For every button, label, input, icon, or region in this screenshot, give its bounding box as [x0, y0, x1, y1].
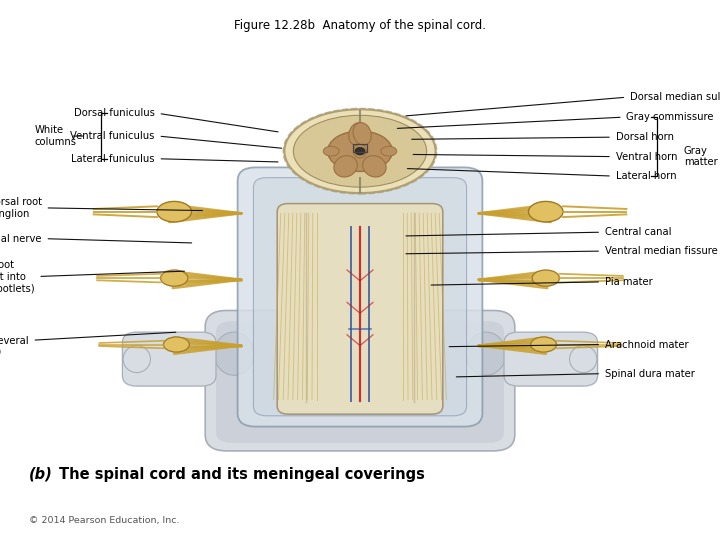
Ellipse shape	[323, 146, 339, 156]
Text: Ventral horn: Ventral horn	[616, 152, 677, 161]
Ellipse shape	[294, 115, 426, 187]
Ellipse shape	[334, 156, 357, 177]
Text: Gray
matter: Gray matter	[684, 146, 718, 167]
Text: White
columns: White columns	[35, 125, 76, 147]
Ellipse shape	[157, 201, 192, 222]
Circle shape	[355, 147, 365, 155]
Text: Dorsal root
ganglion: Dorsal root ganglion	[0, 197, 42, 219]
Ellipse shape	[328, 131, 392, 172]
Text: Dorsal root
(fans out into
dorsal rootlets): Dorsal root (fans out into dorsal rootle…	[0, 260, 35, 293]
Text: Lateral horn: Lateral horn	[616, 171, 676, 181]
Text: Spinal dura mater: Spinal dura mater	[605, 369, 695, 379]
Ellipse shape	[354, 144, 366, 158]
FancyBboxPatch shape	[253, 178, 467, 416]
Text: The spinal cord and its meningeal coverings: The spinal cord and its meningeal coveri…	[59, 467, 425, 482]
FancyBboxPatch shape	[238, 167, 482, 427]
FancyBboxPatch shape	[324, 297, 396, 338]
Text: Ventral median fissure: Ventral median fissure	[605, 246, 718, 256]
Ellipse shape	[123, 346, 150, 373]
Text: Dorsal horn: Dorsal horn	[616, 132, 674, 142]
Text: Figure 12.28b  Anatomy of the spinal cord.: Figure 12.28b Anatomy of the spinal cord…	[234, 19, 486, 32]
FancyBboxPatch shape	[205, 310, 515, 451]
FancyBboxPatch shape	[122, 332, 216, 386]
Ellipse shape	[528, 201, 563, 222]
Ellipse shape	[381, 146, 397, 156]
FancyBboxPatch shape	[277, 204, 443, 414]
Text: Dorsal funiculus: Dorsal funiculus	[74, 109, 155, 118]
Text: Arachnoid mater: Arachnoid mater	[605, 340, 688, 349]
Ellipse shape	[531, 337, 557, 352]
Ellipse shape	[284, 109, 436, 193]
Text: Spinal nerve: Spinal nerve	[0, 234, 42, 244]
Ellipse shape	[363, 156, 386, 177]
Text: Lateral funiculus: Lateral funiculus	[71, 154, 155, 164]
FancyBboxPatch shape	[504, 332, 598, 386]
Ellipse shape	[570, 346, 597, 373]
Text: Central canal: Central canal	[605, 227, 671, 237]
Text: Pia mater: Pia mater	[605, 277, 652, 287]
Ellipse shape	[467, 332, 506, 375]
Text: Ventral root
(derived from several
ventral rootlets): Ventral root (derived from several ventr…	[0, 323, 29, 357]
Ellipse shape	[348, 123, 367, 145]
Ellipse shape	[161, 270, 188, 286]
Text: Gray commissure: Gray commissure	[626, 112, 714, 122]
Text: © 2014 Pearson Education, Inc.: © 2014 Pearson Education, Inc.	[29, 516, 179, 525]
FancyBboxPatch shape	[216, 321, 504, 443]
Text: Ventral funiculus: Ventral funiculus	[71, 131, 155, 141]
Text: (b): (b)	[29, 467, 53, 482]
Ellipse shape	[163, 337, 189, 352]
Ellipse shape	[532, 270, 559, 286]
Ellipse shape	[215, 332, 254, 375]
Text: Dorsal median sulcus: Dorsal median sulcus	[630, 92, 720, 102]
Ellipse shape	[353, 123, 372, 145]
